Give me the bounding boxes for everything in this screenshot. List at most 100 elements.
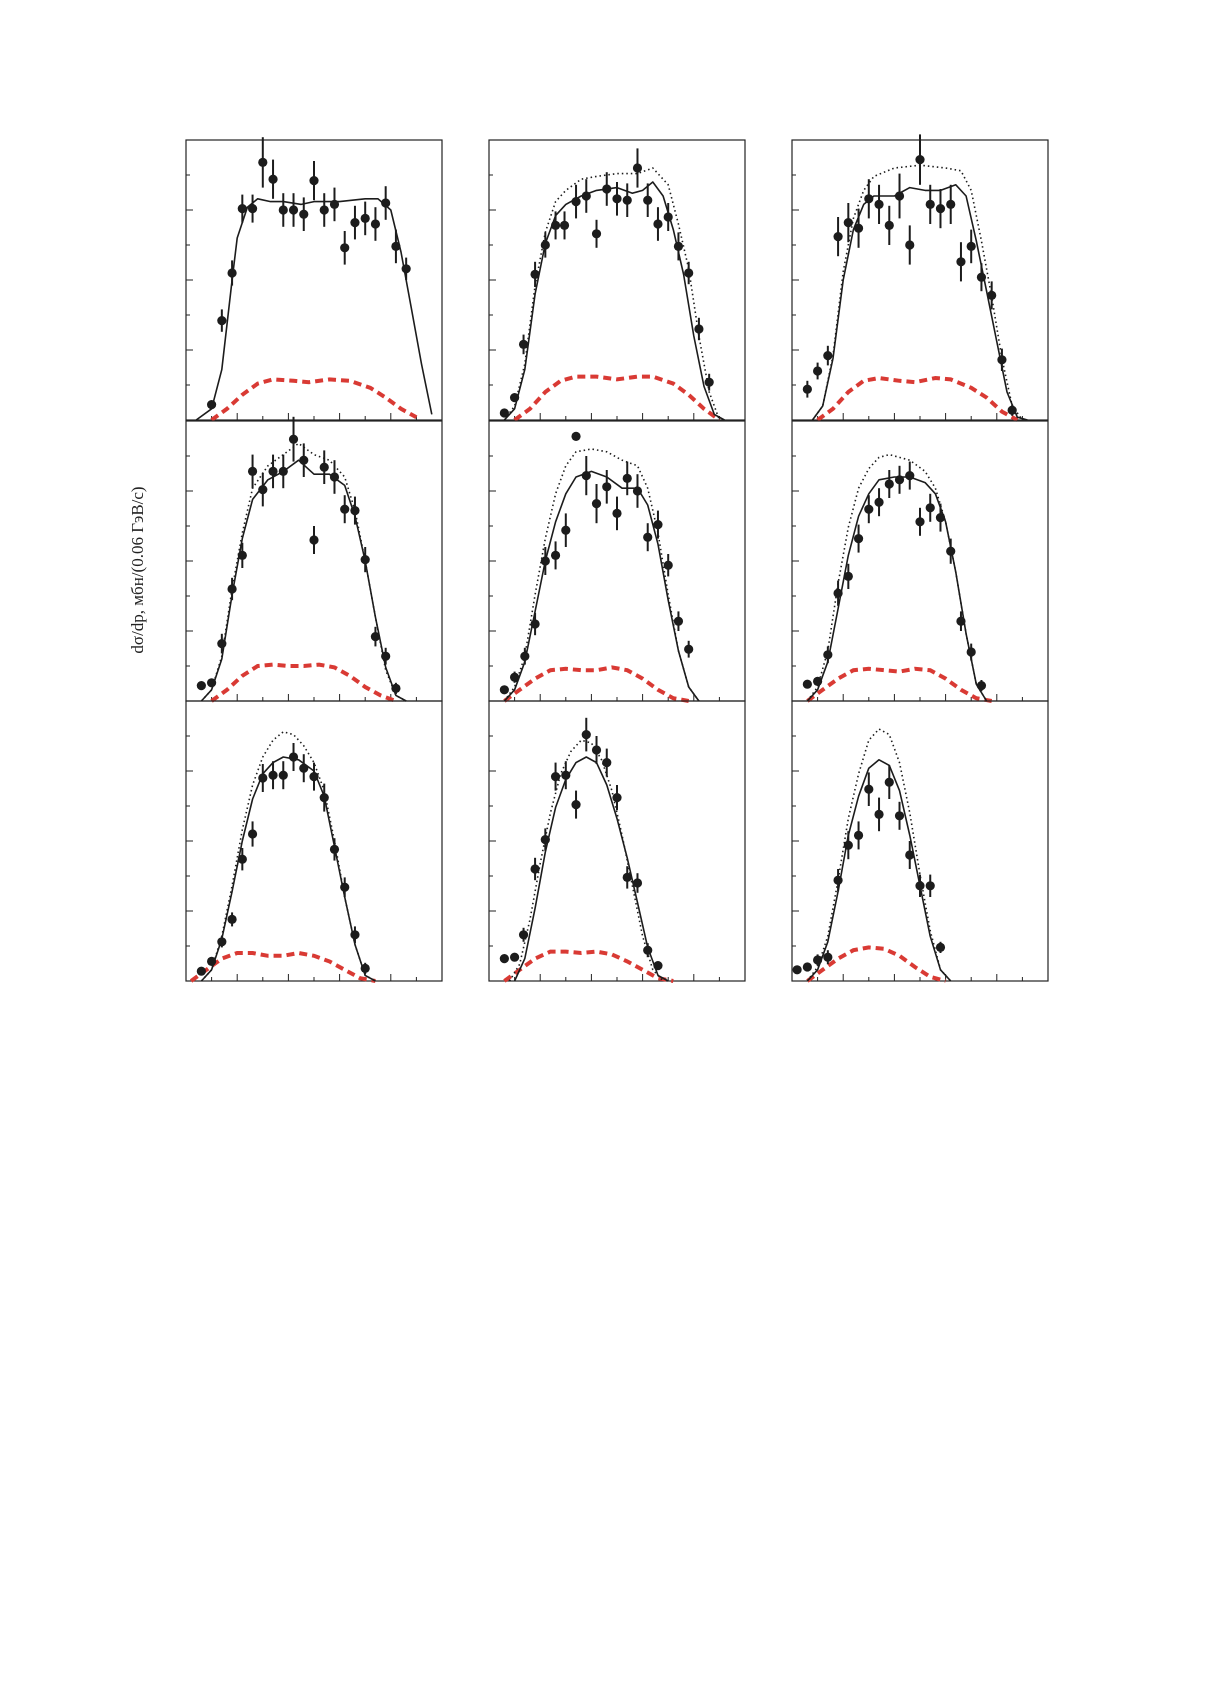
data-point [915, 155, 925, 165]
data-point [499, 954, 509, 964]
data-point [360, 963, 370, 974]
panel-row2-col3 [791, 420, 1049, 703]
panel-frame [488, 700, 746, 982]
data-point [559, 220, 570, 230]
data-point [340, 504, 350, 514]
data-point [278, 205, 288, 215]
data-point [823, 351, 833, 361]
solid-curve [503, 470, 700, 702]
data-point [843, 571, 853, 582]
data-point [864, 504, 874, 514]
dashed-curve [210, 377, 418, 422]
data-point [925, 199, 935, 209]
data-point [509, 952, 520, 962]
data-point [843, 840, 853, 850]
data-point [288, 205, 299, 215]
data-point [207, 956, 217, 967]
dotted-curve [200, 730, 376, 982]
data-point [591, 745, 602, 755]
data-point [499, 685, 509, 695]
data-point [530, 864, 540, 874]
panel-row3-col1 [185, 700, 443, 983]
solid-curve [200, 459, 407, 702]
data-point [217, 639, 227, 649]
data-point [509, 672, 520, 682]
data-point [591, 229, 602, 239]
solid-curve [806, 476, 988, 702]
data-point [956, 616, 966, 626]
data-point [227, 268, 237, 278]
panel-frame [791, 700, 1049, 982]
data-point [518, 930, 529, 940]
dashed-curve [189, 950, 376, 983]
dotted-curve [200, 442, 407, 702]
data-point [581, 191, 591, 201]
data-point [915, 881, 925, 891]
dotted-curve [503, 167, 721, 421]
data-point [319, 462, 329, 472]
data-point [381, 651, 391, 661]
dotted-curve [806, 453, 988, 702]
solid-curve [200, 756, 376, 982]
data-point [581, 471, 591, 481]
data-point [268, 174, 278, 184]
data-point [915, 517, 925, 527]
data-point [370, 219, 381, 229]
data-point [207, 678, 217, 688]
data-point [319, 205, 329, 215]
panel-row1-col1 [185, 137, 443, 422]
data-point [802, 679, 812, 689]
data-point [350, 218, 360, 228]
data-point [894, 811, 905, 821]
data-point [278, 770, 288, 780]
data-point [874, 497, 884, 507]
data-point [632, 878, 643, 888]
data-point [329, 844, 340, 855]
data-point [673, 616, 684, 626]
data-point [853, 534, 864, 544]
solid-curve [811, 184, 1028, 421]
data-point [329, 472, 340, 482]
data-point [673, 241, 684, 251]
data-point [540, 556, 550, 566]
data-point [196, 966, 206, 976]
data-point [207, 400, 217, 410]
data-point [925, 881, 935, 891]
data-point [581, 730, 591, 740]
data-point [792, 965, 802, 975]
data-point [833, 875, 843, 885]
data-point [550, 220, 561, 230]
data-point [540, 835, 550, 845]
data-point [561, 525, 571, 535]
data-point [258, 773, 268, 783]
data-point [550, 772, 561, 782]
dashed-curve [806, 945, 947, 983]
data-point [622, 473, 632, 483]
data-point [997, 355, 1007, 365]
data-point [643, 945, 653, 955]
panel-frame [185, 420, 443, 702]
data-point [684, 268, 694, 278]
panel-row2-col2 [488, 420, 746, 703]
data-point [833, 588, 843, 598]
data-point [976, 272, 987, 282]
data-point [278, 466, 288, 476]
data-point [227, 914, 237, 925]
data-point [813, 366, 823, 376]
data-point [370, 632, 381, 642]
data-point [946, 546, 956, 556]
dashed-curve [513, 374, 721, 422]
data-point [591, 499, 602, 509]
data-point [247, 204, 258, 214]
data-point [894, 475, 905, 485]
data-point [802, 384, 812, 394]
data-point [643, 532, 653, 542]
data-point [299, 763, 309, 773]
data-point [864, 194, 874, 204]
data-point [381, 198, 391, 208]
panel-row1-col2 [488, 139, 746, 422]
data-point [309, 535, 319, 545]
data-point [258, 157, 268, 167]
data-point [602, 758, 612, 768]
data-point [987, 290, 997, 300]
